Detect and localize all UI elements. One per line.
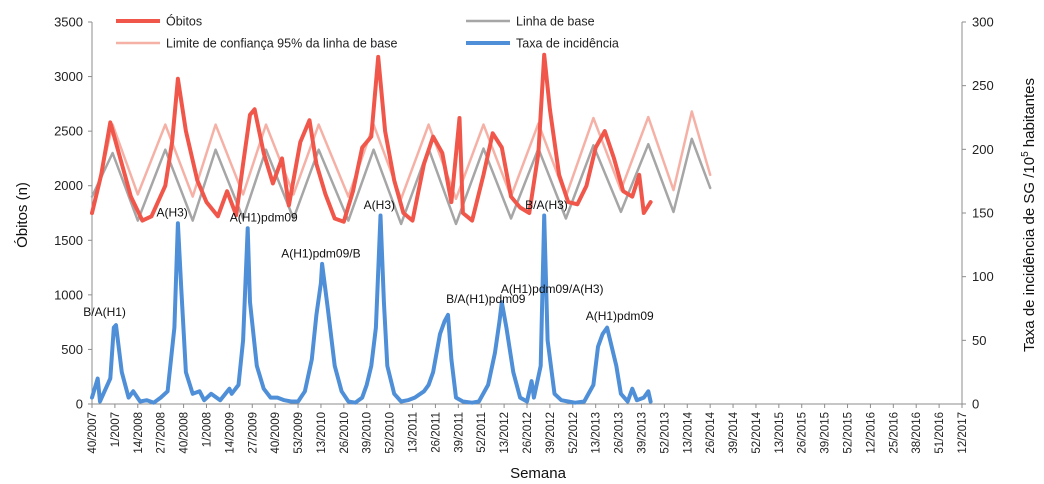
x-tick-label: 39/2010 [362,412,374,454]
x-axis-label: Semana [510,465,567,482]
annotation-layer: B/A(H1) A(H3) A(H1)pdm09 A(H1)pdm09/B A(H3) B… [83,198,654,323]
x-tick-label: 27/2009 [247,412,259,454]
x-tick-label: 13/2015 [774,412,786,454]
x-tick-label: 26/2014 [705,411,717,453]
x-tick-label: 1/2007 [110,412,122,447]
y-left-tick-label: 1500 [54,233,83,248]
x-tick-label: 39/2014 [728,411,740,453]
y-left-tick-label: 0 [76,397,83,412]
legend-label: Óbitos [166,14,202,29]
peak-annotation: A(H1)pdm09/A(H3) [501,282,604,296]
y-left-tick-label: 3000 [54,69,83,84]
x-tick-label: 26/2012 [522,412,534,454]
legend-item: Óbitos [116,14,202,29]
x-tick-label: 38/2016 [911,412,923,454]
legend-item: Taxa de incidência [466,37,619,51]
series-line-obitos [90,52,653,224]
x-tick-label: 52/2011 [476,412,488,453]
legend-item: Linha de base [466,15,595,29]
x-tick-label: 13/2011 [408,412,420,453]
x-tick-label: 52/2012 [568,412,580,454]
x-tick-label: 27/2008 [156,412,168,454]
y-left-tick-label: 1000 [54,287,83,302]
legend-label: Linha de base [516,15,595,29]
x-tick-label: 39/2012 [545,412,557,454]
legend-label: Taxa de incidência [516,37,619,51]
y-right-tick-label: 0 [972,397,979,412]
x-tick-label: 12/2016 [865,412,877,454]
peak-annotation: A(H3) [364,198,395,212]
x-tick-label: 13/2013 [591,412,603,454]
peak-annotation: B/A(H1) [83,305,126,319]
peak-annotation: A(H3) [156,206,187,220]
y-right-tick-label: 250 [972,78,994,93]
series-line-linha-de-base [90,137,712,226]
y-right-tick-label: 100 [972,269,994,284]
x-tick-label: 13/2014 [682,411,694,453]
legend: Óbitos Linha de base Limite de confiança 9… [116,14,619,51]
axes-layer: 0 500 1000 1500 2000 2500 3000 3500 0 50 100 150 200… [54,15,994,454]
y-left-tick-label: 500 [61,342,83,357]
y-axis-left-label: Óbitos (n) [14,182,31,248]
y-right-tick-label: 200 [972,142,994,157]
x-tick-label: 39/2011 [453,412,465,453]
peak-annotation: B/A(H1)pdm09 [446,292,526,306]
y-axis-right-label-main: Taxa de incidência de SG /10 [1021,157,1038,352]
x-tick-label: 52/2015 [843,412,855,454]
x-tick-label: 40/2008 [179,412,191,454]
y-left-tick-label: 2000 [54,178,83,193]
x-tick-label: 13/2012 [499,412,511,454]
y-left-tick-label: 3500 [54,15,83,30]
y-left-tick-label: 2500 [54,124,83,139]
x-tick-label: 26/2015 [797,412,809,454]
y-right-tick-label: 150 [972,206,994,221]
x-tick-label: 26/2010 [339,412,351,454]
x-tick-label: 51/2016 [934,412,946,454]
x-tick-label: 26/2013 [614,412,626,454]
x-tick-label: 52/2014 [751,411,763,453]
x-tick-label: 39/2013 [636,412,648,454]
peak-annotation: B/A(H3) [525,198,568,212]
x-tick-label: 14/2008 [133,412,145,454]
x-tick-label: 52/2010 [385,412,397,454]
x-tick-label: 25/2016 [888,412,900,454]
legend-label: Limite de confiança 95% da linha de base [166,37,397,51]
series-layer [90,52,712,405]
x-tick-label: 40/2009 [270,412,282,454]
x-tick-label: 26/2011 [430,412,442,453]
x-tick-label: 39/2015 [820,412,832,454]
y-axis-right-label: Taxa de incidência de SG /105 habitantes [1020,78,1038,352]
x-tick-label: 40/2007 [87,412,99,454]
peak-annotation: A(H1)pdm09 [586,309,654,323]
y-right-tick-label: 50 [972,333,986,348]
peak-annotation: A(H1)pdm09/B [281,246,360,260]
legend-item: Limite de confiança 95% da linha de base [116,37,397,51]
y-axis-right-label-sup: 5 [1020,151,1031,157]
x-tick-label: 1/2008 [201,412,213,447]
x-tick-label: 13/2010 [316,412,328,454]
y-right-tick-label: 300 [972,15,994,30]
peak-annotation: A(H1)pdm09 [230,211,298,225]
x-tick-label: 12/2017 [957,412,969,454]
x-tick-label: 52/2013 [659,412,671,454]
y-axis-right-label-end: habitantes [1021,78,1038,151]
series-line-taxa-incidencia [90,213,653,405]
x-tick-label: 53/2009 [293,412,305,454]
x-tick-label: 14/2009 [224,412,236,454]
